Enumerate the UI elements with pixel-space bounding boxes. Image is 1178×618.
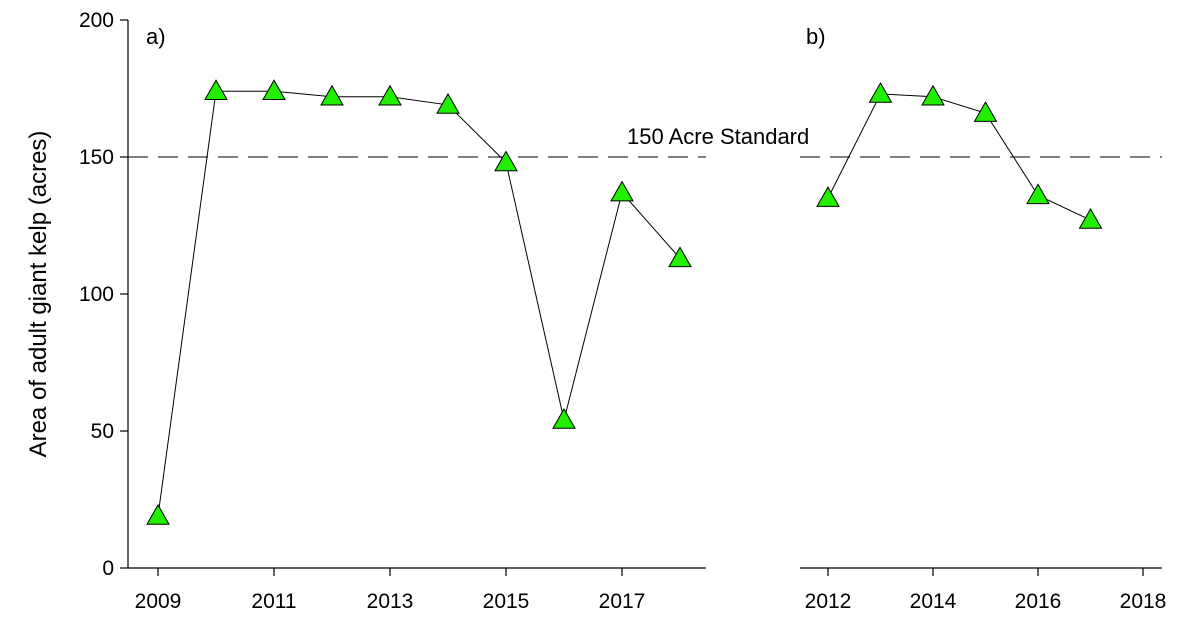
y-tick-label: 150 [79,146,114,169]
data-point-marker [868,81,893,103]
data-point-marker [436,92,460,114]
x-tick-label: 2014 [910,590,957,613]
data-point-marker [1078,208,1103,229]
x-tick-label: 2009 [135,590,182,613]
y-tick-label: 100 [79,283,114,306]
y-tick-label: 200 [79,9,114,32]
y-axis-label: Area of adult giant kelp (acres) [25,131,52,458]
data-point-marker [816,186,840,207]
x-tick-label: 2013 [367,590,414,613]
y-tick-label: 50 [91,420,114,443]
data-point-marker [262,79,286,100]
x-tick-label: 2015 [483,590,530,613]
reference-line-label: 150 Acre Standard [627,124,809,149]
panel-b: 2012 2014 2016 2018 b) [800,24,1166,613]
data-point-marker [973,101,998,122]
data-point-marker [921,84,945,106]
data-point-marker [552,408,576,429]
series-line [157,90,681,517]
panel-label: b) [806,24,826,49]
panel-a: 2009 2011 2013 2015 2017 0 50 100 150 200 a) 150 Ac… [79,9,809,613]
data-point-marker [610,180,634,202]
data-point-marker [378,84,402,106]
data-point-marker [146,503,170,525]
data-point-marker [1026,183,1050,205]
x-tick-label: 2017 [599,590,646,613]
data-point-marker [204,79,228,100]
data-point-marker [494,150,518,172]
panel-label: a) [146,24,166,49]
x-tick-label: 2018 [1120,590,1167,613]
y-tick-label: 0 [102,557,114,580]
x-tick-label: 2011 [251,590,296,613]
data-point-marker [320,84,344,106]
x-tick-label: 2012 [805,590,852,613]
x-tick-label: 2016 [1015,590,1062,613]
data-point-marker [668,246,692,268]
